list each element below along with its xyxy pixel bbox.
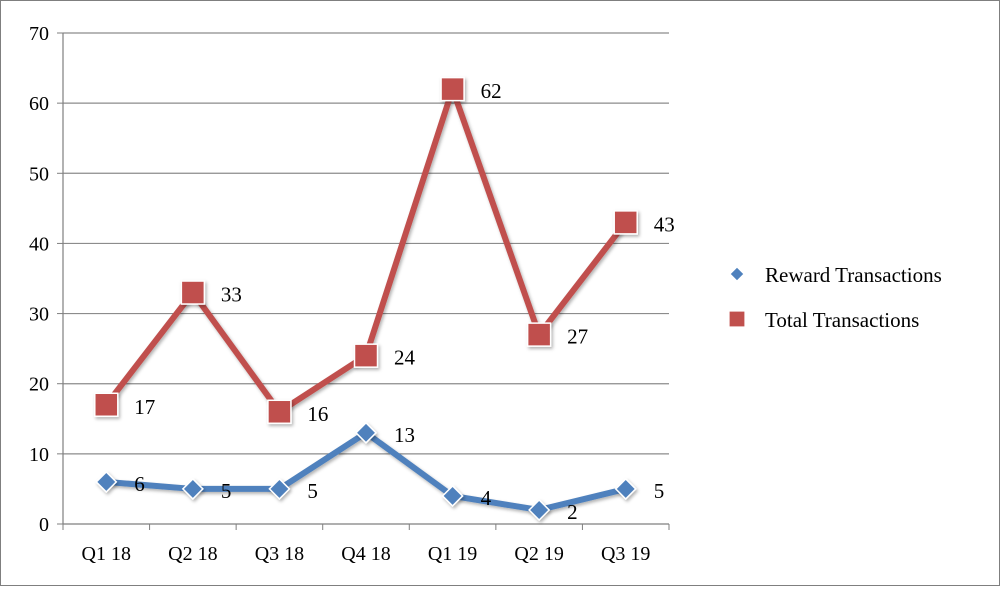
data-label: 5	[307, 479, 318, 503]
data-label: 62	[481, 79, 502, 103]
series-line	[103, 429, 629, 514]
data-label: 17	[134, 395, 155, 419]
data-point-marker	[526, 322, 552, 347]
series-group	[94, 76, 638, 522]
data-label: 13	[394, 423, 415, 447]
data-label: 33	[221, 283, 242, 307]
x-tick-label: Q2 19	[514, 543, 563, 565]
y-tick-label: 30	[29, 304, 49, 326]
data-label: 5	[654, 479, 665, 503]
data-label: 43	[654, 212, 675, 236]
series-reward-transactions	[95, 421, 637, 522]
data-point-marker	[440, 76, 465, 102]
x-tick-label: Q3 18	[255, 543, 304, 565]
data-point-marker	[267, 399, 292, 425]
data-point-marker	[180, 280, 206, 305]
legend-swatch-marker	[729, 266, 745, 282]
data-label: 4	[481, 486, 492, 510]
data-label: 16	[307, 402, 328, 426]
series-total-transactions	[94, 76, 638, 425]
y-tick-label: 50	[29, 163, 49, 185]
data-label: 6	[134, 472, 145, 496]
data-label: 5	[221, 479, 232, 503]
x-tick-label: Q2 18	[168, 543, 217, 565]
data-point-marker	[353, 343, 379, 368]
data-point-marker	[354, 421, 378, 444]
data-point-marker	[95, 470, 118, 493]
legend-item: Reward Transactions	[711, 263, 942, 287]
data-point-marker	[441, 484, 464, 508]
gridlines	[63, 32, 669, 455]
data-point-marker	[614, 477, 637, 500]
data-point-marker	[268, 477, 291, 500]
legend-item: Total Transactions	[711, 308, 919, 332]
data-point-marker	[181, 477, 204, 500]
data-point-marker	[528, 498, 551, 522]
data-label: 24	[394, 346, 416, 370]
data-point-marker	[613, 210, 638, 235]
y-tick-label: 20	[29, 374, 49, 396]
axes: 0 10 20 30 40 50 60 70 Q1 18 Q2 18 Q3 18 Q4 18 Q1 19…	[29, 23, 670, 565]
legend-label: Reward Transactions	[765, 263, 942, 287]
x-tick-label: Q1 19	[428, 543, 477, 565]
data-label: 27	[567, 325, 588, 349]
legend-label: Total Transactions	[765, 308, 919, 332]
y-tick-label: 40	[29, 233, 49, 255]
y-tick-label: 0	[39, 514, 49, 536]
legend-swatch-marker	[728, 310, 746, 328]
x-tick-label: Q1 18	[82, 543, 131, 565]
data-labels: 6 5 5 13 4 2 5 17 33 16 24 62 27 43	[134, 79, 674, 524]
y-tick-label: 10	[29, 444, 49, 466]
y-tick-label: 60	[29, 93, 49, 115]
data-label: 2	[567, 500, 578, 524]
data-point-marker	[94, 392, 119, 418]
legend: Reward Transactions Total Transactions	[711, 263, 942, 332]
x-tick-label: Q4 18	[341, 543, 390, 565]
y-tick-label: 70	[29, 23, 49, 45]
x-tick-label: Q3 19	[601, 543, 650, 565]
